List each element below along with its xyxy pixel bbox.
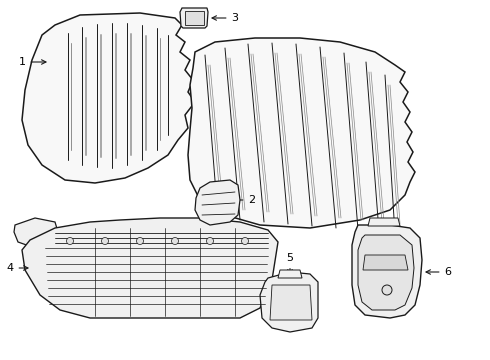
Polygon shape xyxy=(278,270,302,278)
Polygon shape xyxy=(185,11,204,25)
Polygon shape xyxy=(358,235,414,310)
Polygon shape xyxy=(195,180,240,225)
Circle shape xyxy=(382,285,392,295)
Text: 4: 4 xyxy=(6,263,28,273)
Polygon shape xyxy=(260,272,318,332)
Circle shape xyxy=(206,238,214,244)
Circle shape xyxy=(242,238,248,244)
Circle shape xyxy=(172,238,178,244)
Polygon shape xyxy=(363,255,408,270)
Text: 2: 2 xyxy=(222,195,256,205)
Text: 6: 6 xyxy=(426,267,451,277)
Circle shape xyxy=(101,238,108,244)
Circle shape xyxy=(137,238,144,244)
Text: 5: 5 xyxy=(287,253,294,274)
Polygon shape xyxy=(188,38,415,228)
Polygon shape xyxy=(22,13,195,183)
Polygon shape xyxy=(368,218,400,226)
Polygon shape xyxy=(180,8,208,28)
Text: 3: 3 xyxy=(212,13,239,23)
Text: 1: 1 xyxy=(19,57,46,67)
Polygon shape xyxy=(22,218,278,318)
Polygon shape xyxy=(270,285,312,320)
Polygon shape xyxy=(352,225,422,318)
Circle shape xyxy=(67,238,74,244)
Polygon shape xyxy=(14,218,58,248)
